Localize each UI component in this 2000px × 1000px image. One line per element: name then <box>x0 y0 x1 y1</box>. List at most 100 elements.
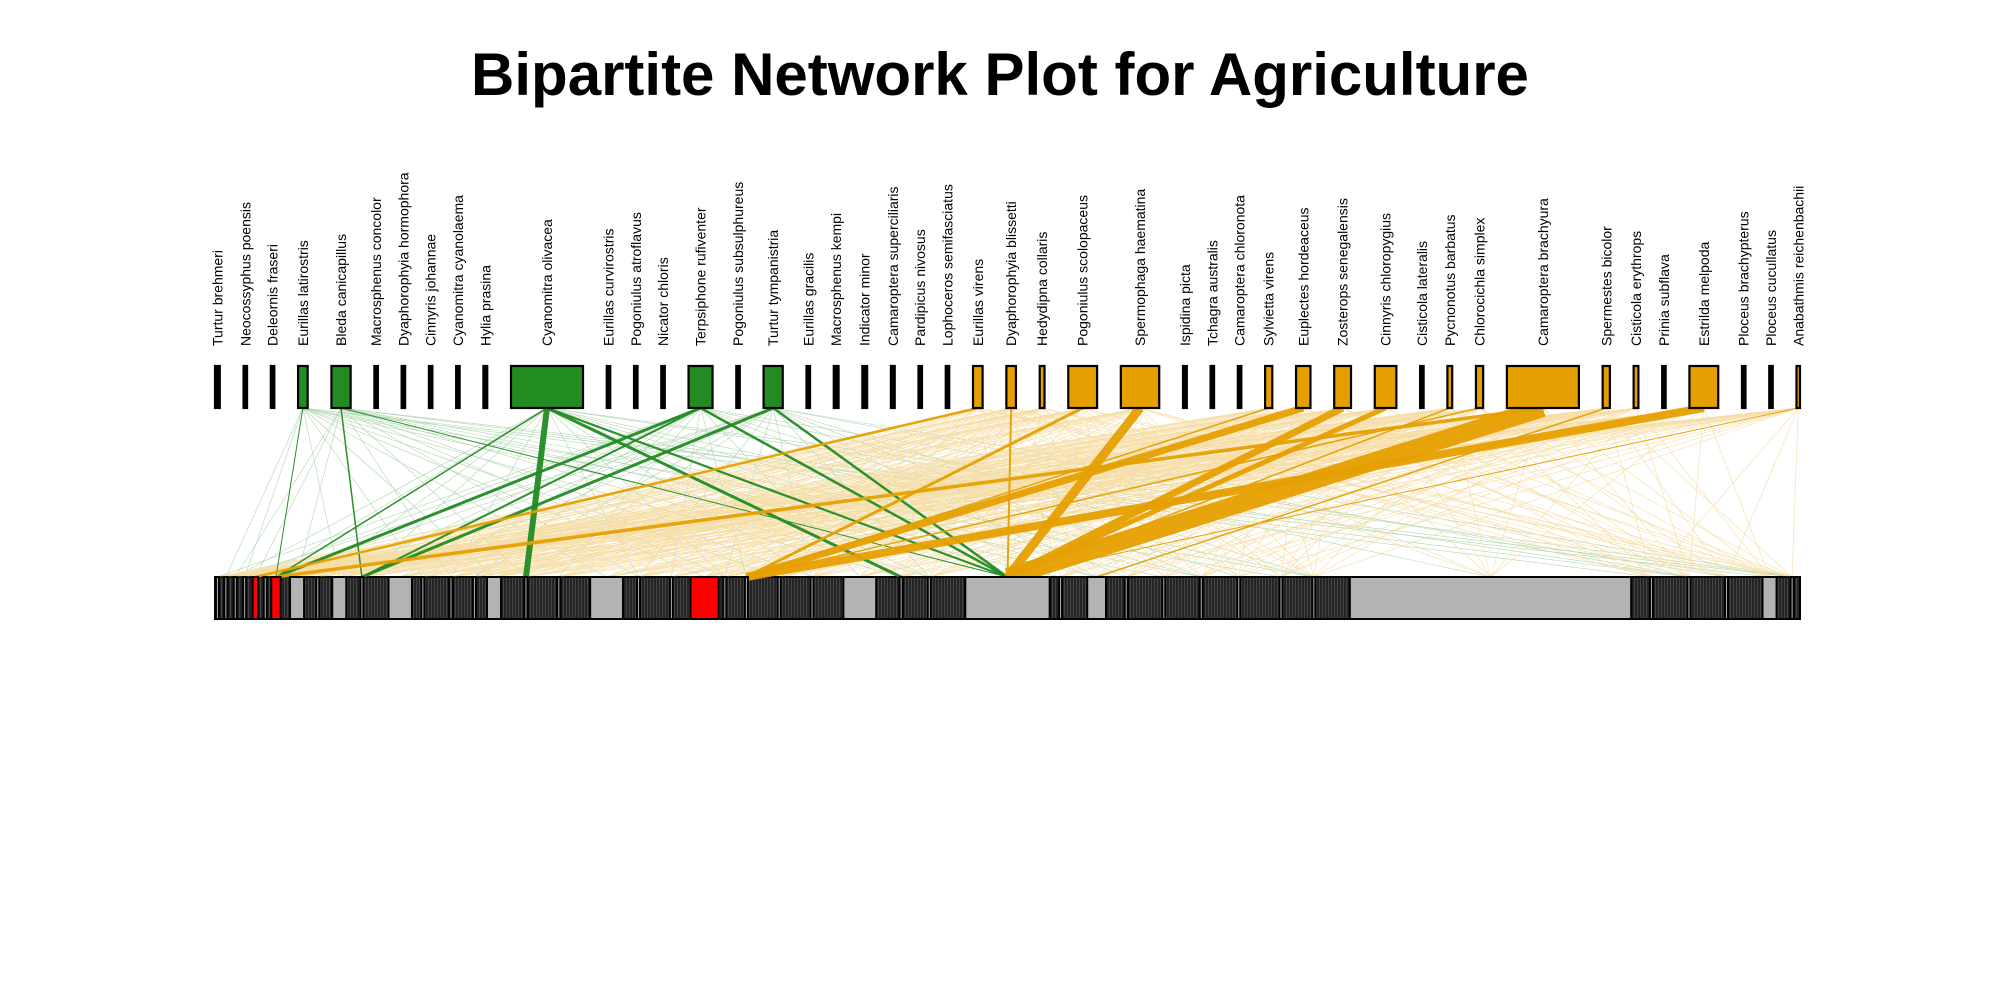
upper-node <box>1119 364 1161 410</box>
minor-link <box>1651 407 1799 578</box>
lower-node <box>315 576 321 620</box>
minor-link <box>217 407 1386 578</box>
minor-link <box>1011 407 1770 578</box>
minor-link <box>1342 407 1793 578</box>
minor-link <box>901 407 1343 578</box>
species-label: Hedydipna collaris <box>1034 232 1050 346</box>
minor-link <box>302 407 1652 578</box>
upper-node <box>735 364 741 410</box>
upper-node <box>213 364 221 410</box>
species-label: Macrosphenus concolor <box>368 197 384 346</box>
species-label: Estrilda melpoda <box>1696 242 1712 346</box>
minor-link <box>244 407 1607 578</box>
minor-link <box>275 407 1012 578</box>
minor-link <box>525 407 1386 578</box>
lower-node <box>387 576 413 620</box>
upper-node <box>1446 364 1454 410</box>
species-label: Cyanomitra olivacea <box>539 219 555 346</box>
minor-link <box>1096 407 1799 578</box>
lower-node <box>1348 576 1633 620</box>
minor-link <box>700 407 1491 578</box>
lower-node <box>523 576 529 620</box>
lower-node <box>722 576 728 620</box>
minor-link <box>1280 407 1544 578</box>
minor-link <box>302 407 1061 578</box>
minor-link <box>275 407 1637 578</box>
minor-link <box>339 407 701 578</box>
minor-link <box>339 407 1141 578</box>
upper-node <box>1474 364 1485 410</box>
minor-link <box>606 407 1386 578</box>
chart-title: Bipartite Network Plot for Agriculture <box>471 41 1529 108</box>
minor-link <box>474 407 774 578</box>
major-link <box>745 404 1705 581</box>
species-label: Eurillas curvirostris <box>601 229 617 346</box>
lower-node <box>223 576 229 620</box>
minor-link <box>450 407 548 578</box>
minor-link <box>773 407 1314 578</box>
upper-node <box>1373 364 1398 410</box>
lower-node <box>331 576 348 620</box>
species-label: Prinia subflava <box>1656 254 1672 346</box>
minor-link <box>422 407 701 578</box>
minor-link <box>1280 407 1450 578</box>
minor-link <box>977 407 1239 578</box>
minor-link <box>1490 407 1637 578</box>
minor-link <box>779 407 1012 578</box>
minor-link <box>1139 407 1652 578</box>
minor-link <box>1791 407 1799 578</box>
minor-link <box>235 407 1637 578</box>
minor-link <box>1010 407 1202 578</box>
major-link <box>275 407 548 578</box>
minor-link <box>400 407 1480 578</box>
minor-link <box>450 407 1269 578</box>
lower-node <box>1123 576 1129 620</box>
minor-link <box>361 407 1543 578</box>
minor-link <box>1606 407 1727 578</box>
minor-link <box>1060 407 1704 578</box>
upper-node <box>1505 364 1580 410</box>
species-label: Macrosphenus kempi <box>828 213 844 346</box>
minor-link <box>977 407 1314 578</box>
minor-link <box>1688 407 1705 578</box>
major-link <box>275 407 304 578</box>
upper-node <box>1333 364 1353 410</box>
major-link <box>361 406 774 579</box>
minor-link <box>724 407 1543 578</box>
minor-link <box>558 407 978 578</box>
lower-node <box>776 576 782 620</box>
minor-link <box>1126 407 1704 578</box>
minor-link <box>704 407 978 578</box>
minor-link <box>265 407 1141 578</box>
lower-node <box>1058 576 1064 620</box>
major-link <box>523 407 550 578</box>
minor-link <box>1163 407 1799 578</box>
minor-link <box>225 407 1343 578</box>
major-link <box>745 404 1305 581</box>
major-link <box>1003 405 1144 580</box>
upper-node <box>1209 364 1216 410</box>
lower-node <box>842 576 878 620</box>
minor-link <box>1635 407 1770 578</box>
species-label: Camaroptera brachyura <box>1535 198 1551 346</box>
minor-link <box>638 407 1343 578</box>
upper-node <box>1661 364 1667 410</box>
lower-node <box>471 576 477 620</box>
minor-link <box>1139 407 1793 578</box>
major-link <box>746 407 1269 578</box>
upper-node <box>1688 364 1720 410</box>
minor-link <box>339 407 1343 578</box>
minor-link <box>671 407 1083 578</box>
minor-link <box>724 407 1012 578</box>
minor-link <box>339 407 1607 578</box>
minor-link <box>558 407 1141 578</box>
lower-node <box>1723 576 1729 620</box>
minor-link <box>606 407 1304 578</box>
upper-node <box>330 364 352 410</box>
minor-link <box>1007 407 1269 578</box>
minor-link <box>265 407 548 578</box>
lower-node <box>1686 576 1692 620</box>
major-link <box>340 407 363 578</box>
species-label: Turtur tympanistria <box>765 230 781 346</box>
species-label: Eurillas latirostris <box>295 240 311 346</box>
